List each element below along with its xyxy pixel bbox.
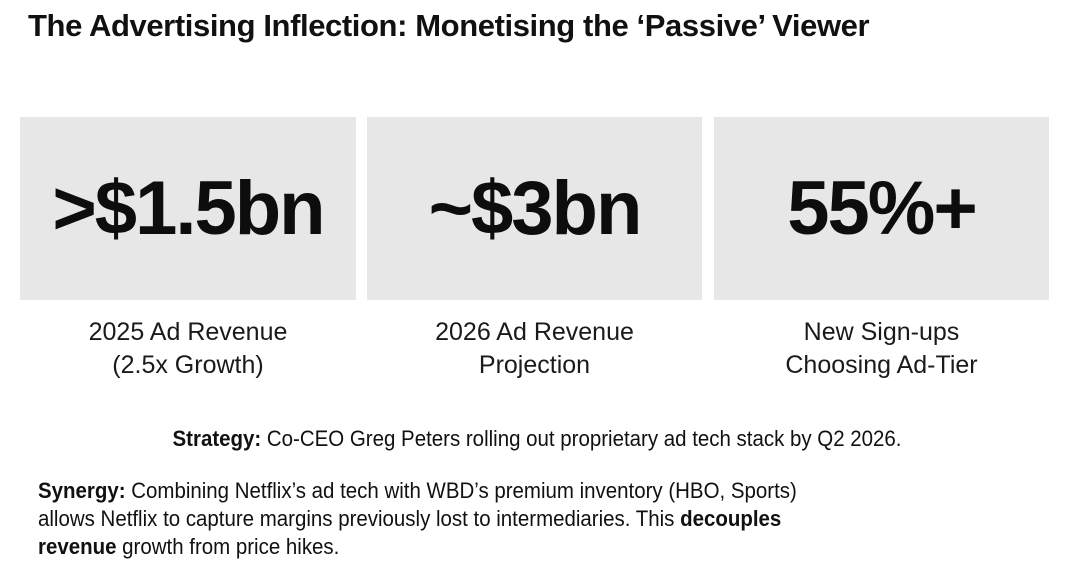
stat-label-line: 2026 Ad Revenue [435,318,634,346]
synergy-emphasis: revenue [38,534,117,559]
stat-value: >$1.5bn [52,166,325,251]
stat-card-2026-ad-revenue: ~$3bn [367,117,702,300]
stat-label-line: Projection [478,351,591,379]
synergy-text: allows Netflix to capture margins previo… [38,506,681,531]
synergy-text: Combining Netflix’s ad tech with WBD’s p… [125,478,797,503]
strategy-paragraph: Strategy: Co-CEO Greg Peters rolling out… [38,425,1037,453]
synergy-text: growth from price hikes. [116,534,340,559]
stat-value: 55%+ [787,166,977,251]
stat-label-line: New Sign-ups [803,318,960,346]
stat-card-ad-tier-signups: 55%+ [714,117,1049,300]
strategy-label: Strategy: [172,426,262,451]
synergy-paragraph: Synergy: Combining Netflix’s ad tech wit… [38,477,1024,561]
stat-label-line: (2.5x Growth) [112,351,264,379]
synergy-line: Synergy: Combining Netflix’s ad tech wit… [38,477,1024,505]
page-title: The Advertising Inflection: Monetising t… [28,8,870,43]
stat-label: 2026 Ad Revenue Projection [367,316,702,382]
stat-value: ~$3bn [428,166,643,251]
stat-label-line: Choosing Ad-Tier [785,351,978,379]
stat-label: New Sign-ups Choosing Ad-Tier [714,316,1049,382]
synergy-line: revenue growth from price hikes. [38,533,1024,561]
synergy-line: allows Netflix to capture margins previo… [38,505,1024,533]
stat-card-2025-ad-revenue: >$1.5bn [20,117,356,300]
synergy-emphasis: decouples [680,506,782,531]
stat-label: 2025 Ad Revenue (2.5x Growth) [20,316,356,382]
strategy-text: Co-CEO Greg Peters rolling out proprieta… [261,426,902,451]
stat-label-line: 2025 Ad Revenue [88,318,288,346]
synergy-label: Synergy: [38,478,126,503]
